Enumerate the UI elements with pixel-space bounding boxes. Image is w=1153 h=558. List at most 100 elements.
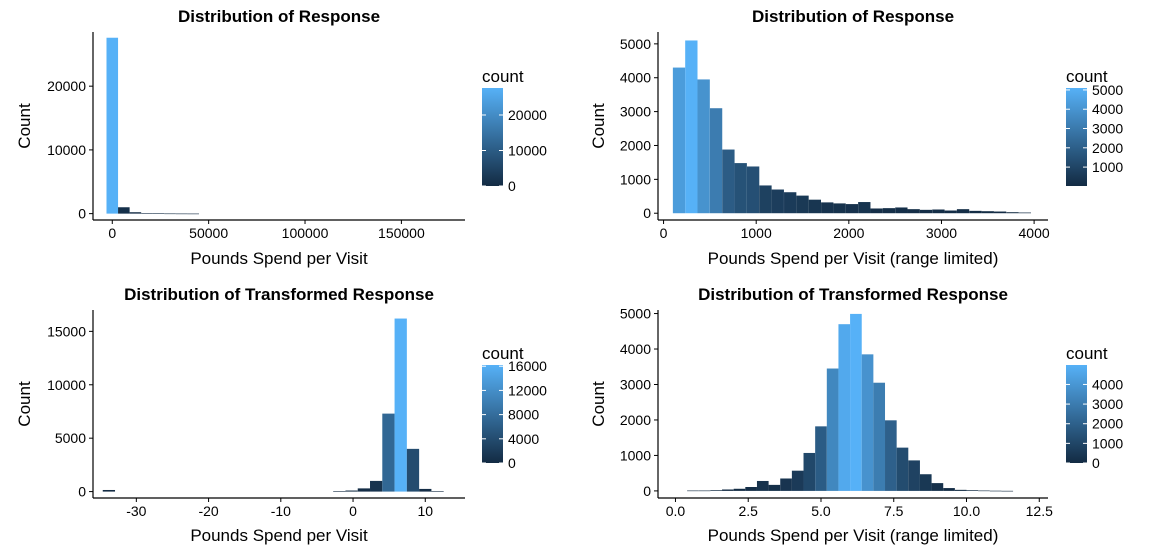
legend-tick-label: 20000 [508, 107, 547, 123]
histogram-bar [698, 490, 711, 492]
x-tick-label: 100000 [282, 225, 329, 241]
y-tick-label: 5000 [620, 306, 651, 322]
chart-title: Distribution of Transformed Response [124, 285, 434, 304]
y-axis-label: Count [15, 381, 34, 427]
x-tick-label: 0 [108, 225, 116, 241]
histogram-bar [722, 489, 734, 491]
histogram-bar [780, 478, 792, 491]
histogram-bar [722, 149, 735, 214]
histogram-bar [102, 489, 116, 492]
x-tick-label: 0 [349, 503, 357, 519]
y-tick-label: 10000 [47, 377, 86, 393]
y-axis-label: Count [15, 103, 34, 149]
histogram-bar [885, 420, 897, 491]
y-tick-label: 10000 [47, 142, 86, 158]
histogram-bar [919, 209, 933, 214]
legend-tick-label: 12000 [508, 382, 547, 398]
histogram-bar [978, 490, 990, 492]
y-tick-label: 2000 [620, 412, 651, 428]
legend-tick-label: 5000 [1092, 82, 1123, 98]
legend: count 0 1000 2000 3000 4000 [1066, 344, 1123, 471]
histogram-bar [152, 213, 165, 214]
histogram-bar [981, 211, 994, 214]
y-tick-label: 5000 [55, 430, 86, 446]
x-tick-label: 1000 [741, 225, 772, 241]
y-tick-label: 20000 [47, 78, 86, 94]
histogram-bar [803, 452, 816, 491]
histogram-bar [175, 213, 188, 215]
histogram-bar [784, 192, 797, 214]
legend-tick-label: 8000 [508, 407, 539, 423]
x-axis-label: Pounds Spend per Visit [190, 249, 368, 268]
histogram-bar [838, 324, 851, 491]
y-tick-label: 0 [643, 483, 651, 499]
histogram-bar [745, 487, 757, 491]
histogram-bar [709, 108, 723, 214]
histogram-bar [858, 202, 871, 214]
histogram-bar [919, 474, 932, 491]
y-tick-label: 15000 [47, 323, 86, 339]
y-tick-label: 4000 [620, 70, 651, 86]
x-tick-label: -10 [271, 503, 291, 519]
legend-title: count [1066, 344, 1108, 363]
histogram-bar [419, 488, 432, 492]
legend-tick-label: 2000 [1092, 416, 1123, 432]
histogram-bar [164, 213, 176, 215]
histogram-bar [759, 185, 772, 214]
legend-colorbar [1066, 88, 1087, 186]
x-tick-label: 150000 [378, 225, 425, 241]
histogram-bar [845, 204, 859, 214]
histogram-bar [956, 209, 970, 214]
histogram-bar [969, 210, 982, 214]
legend-tick-label: 0 [508, 178, 516, 194]
x-tick-label: -20 [198, 503, 218, 519]
x-tick-label: 7.5 [884, 503, 904, 519]
x-tick-label: 50000 [189, 225, 228, 241]
x-tick-label: 12.5 [1026, 503, 1053, 519]
y-tick-label: 0 [78, 484, 86, 500]
histogram-bar [931, 483, 944, 491]
histogram-bar [768, 484, 781, 491]
histogram-bar [333, 491, 346, 492]
panel-2: Distribution of Response 0 1000 2000 3000 400… [589, 7, 1123, 268]
histogram-bar [944, 210, 957, 214]
histogram-bar [1006, 212, 1019, 214]
histogram-bar [734, 163, 747, 214]
histogram-bar [771, 189, 784, 214]
legend-tick-label: 10000 [508, 142, 547, 158]
y-tick-label: 0 [78, 206, 86, 222]
y-tick-label: 5000 [620, 36, 651, 52]
legend-title: count [482, 344, 524, 363]
histogram-bar [796, 195, 809, 214]
histogram-bar [882, 208, 896, 214]
x-axis-label: Pounds Spend per Visit [190, 526, 368, 545]
legend-tick-label: 0 [508, 455, 516, 471]
histogram-bar [141, 213, 153, 214]
chart-title: Distribution of Response [752, 7, 954, 26]
histogram-bar [118, 207, 130, 214]
histogram-bar [106, 37, 119, 214]
histogram-bar [808, 199, 821, 214]
legend-tick-label: 3000 [1092, 396, 1123, 412]
histogram-bar [1001, 490, 1014, 492]
legend-tick-label: 4000 [508, 431, 539, 447]
y-tick-label: 3000 [620, 104, 651, 120]
x-tick-label: 5.0 [811, 503, 831, 519]
x-tick-label: -30 [126, 503, 146, 519]
histogram-bar [710, 490, 723, 491]
x-axis-label: Pounds Spend per Visit (range limited) [708, 249, 999, 268]
histogram-bar [685, 40, 698, 214]
histogram-bar [733, 488, 746, 491]
legend-tick-label: 16000 [508, 358, 547, 374]
y-tick-label: 0 [643, 205, 651, 221]
histogram-bar [826, 368, 839, 491]
histogram-bar [406, 448, 420, 492]
legend-colorbar [482, 88, 503, 186]
histogram-bar [943, 488, 955, 491]
histogram-bar [370, 480, 383, 492]
legend-tick-label: 1000 [1092, 435, 1123, 451]
histogram-bar [756, 480, 769, 491]
legend-tick-label: 3000 [1092, 121, 1123, 137]
histogram-bar [907, 209, 920, 214]
